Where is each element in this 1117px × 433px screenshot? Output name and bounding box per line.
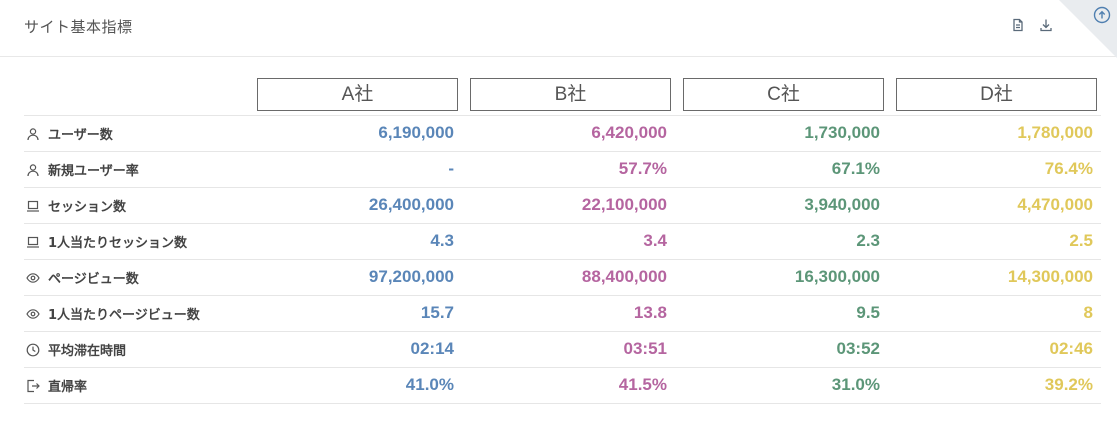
value-cell-c: 9.5 [675,294,888,331]
laptop-icon [26,199,40,213]
row-label: 1人当たりページビュー数 [48,307,200,323]
table-row: セッション数 26,400,000 22,100,000 3,940,000 4,470… [24,186,1101,223]
exit-icon [26,379,40,393]
page-title: サイト基本指標 [24,18,133,36]
panel-header: サイト基本指標 [0,0,1117,58]
row-label-cell: 1人当たりページビュー数 [24,294,249,331]
eye-icon [26,271,40,285]
value-cell-a: - [249,150,462,187]
column-header-b: B社 [462,77,675,115]
column-header-label: D社 [896,77,1097,111]
clock-icon [26,343,40,357]
column-header-a: A社 [249,77,462,115]
column-header-label: A社 [257,77,458,111]
row-label-cell: セッション数 [24,186,249,223]
row-label-cell: 1人当たりセッション数 [24,222,249,259]
column-header-d: D社 [888,77,1101,115]
value-cell-c: 16,300,000 [675,258,888,295]
table-row: 1人当たりセッション数 4.3 3.4 2.3 2.5 [24,222,1101,259]
value-cell-b: 03:51 [462,330,675,367]
table-row: 1人当たりページビュー数 15.7 13.8 9.5 8 [24,294,1101,331]
document-icon[interactable] [1010,17,1026,33]
table-row: 新規ユーザー率 -57.7% 67.1% 76.4% [24,150,1101,187]
value-cell-a: 97,200,000 [249,258,462,295]
value-cell-d: 8 [888,294,1101,331]
row-label-cell: 新規ユーザー率 [24,150,249,187]
value-cell-b: 88,400,000 [462,258,675,295]
row-label: 平均滞在時間 [48,343,127,359]
value-cell-c: 03:52 [675,330,888,367]
row-label-cell: 直帰率 [24,366,249,404]
user-icon [26,163,40,177]
row-label: 1人当たりセッション数 [48,235,188,251]
table-row: 直帰率 41.0% 41.5% 31.0% 39.2% [24,366,1101,404]
value-cell-c: 1,730,000 [675,114,888,151]
row-label: ページビュー数 [48,271,139,287]
value-cell-a: 4.3 [249,222,462,259]
value-cell-a: 02:14 [249,330,462,367]
row-label: ユーザー数 [48,127,113,143]
table-row: 平均滞在時間 02:14 03:51 03:52 02:46 [24,330,1101,367]
table-header-row: A社 B社 C社 D社 [24,77,1101,115]
row-label-cell: 平均滞在時間 [24,330,249,367]
value-cell-b: 3.4 [462,222,675,259]
value-cell-a: 15.7 [249,294,462,331]
metrics-table: A社 B社 C社 D社 ユーザー数 6,190,000 6,420,000 1,730… [24,77,1101,404]
column-header-c: C社 [675,77,888,115]
value-cell-c: 3,940,000 [675,186,888,223]
value-cell-b: 57.7% [462,150,675,187]
header-empty [24,77,249,115]
value-cell-a: 41.0% [249,366,462,404]
laptop-icon [26,235,40,249]
value-cell-d: 1,780,000 [888,114,1101,151]
row-label: 新規ユーザー率 [48,163,139,179]
user-icon [26,127,40,141]
value-cell-d: 02:46 [888,330,1101,367]
value-cell-d: 4,470,000 [888,186,1101,223]
row-label: セッション数 [48,199,127,215]
eye-icon [26,307,40,321]
circle-arrow-up-icon[interactable] [1093,6,1111,24]
value-cell-d: 39.2% [888,366,1101,404]
table-row: ユーザー数 6,190,000 6,420,000 1,730,000 1,780,00… [24,114,1101,151]
table-row: ページビュー数 97,200,000 88,400,000 16,300,000 14,… [24,258,1101,295]
value-cell-b: 6,420,000 [462,114,675,151]
value-cell-a: 6,190,000 [249,114,462,151]
value-cell-c: 31.0% [675,366,888,404]
value-cell-c: 2.3 [675,222,888,259]
value-cell-a: 26,400,000 [249,186,462,223]
column-header-label: B社 [470,77,671,111]
row-label-cell: ユーザー数 [24,114,249,151]
value-cell-d: 76.4% [888,150,1101,187]
value-cell-d: 2.5 [888,222,1101,259]
row-label-cell: ページビュー数 [24,258,249,295]
row-label: 直帰率 [48,379,88,395]
value-cell-b: 22,100,000 [462,186,675,223]
value-cell-d: 14,300,000 [888,258,1101,295]
value-cell-c: 67.1% [675,150,888,187]
column-header-label: C社 [683,77,884,111]
download-icon[interactable] [1038,17,1054,33]
value-cell-b: 13.8 [462,294,675,331]
value-cell-b: 41.5% [462,366,675,404]
